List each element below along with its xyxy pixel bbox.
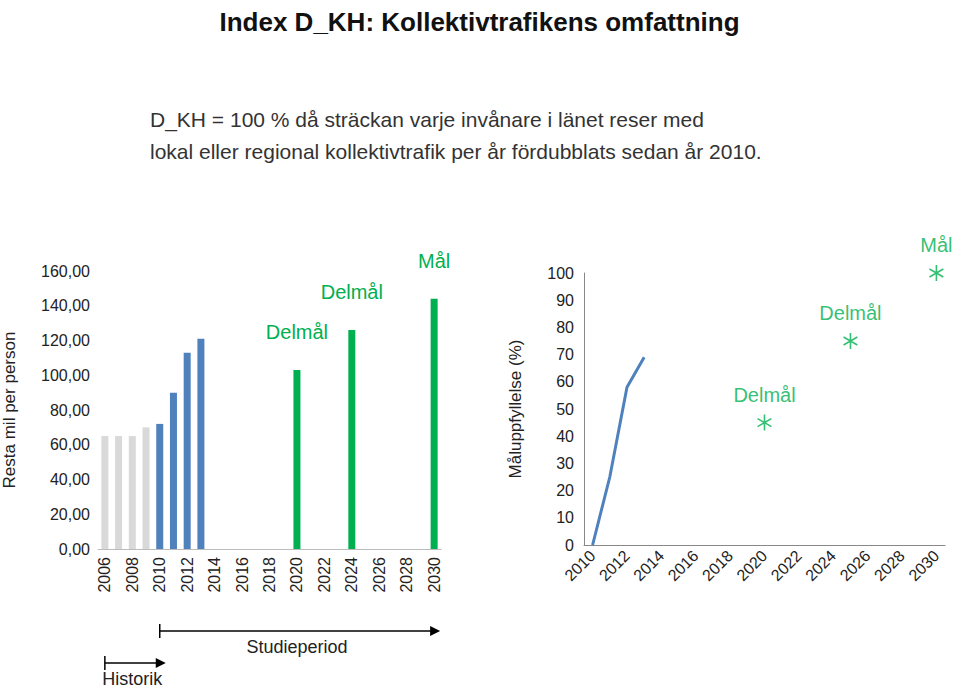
svg-text:2006: 2006 — [96, 557, 113, 593]
svg-text:30: 30 — [556, 455, 574, 472]
svg-text:2014: 2014 — [630, 547, 667, 584]
svg-text:2012: 2012 — [179, 557, 196, 593]
svg-text:2016: 2016 — [234, 557, 251, 593]
svg-text:160,00: 160,00 — [41, 263, 90, 280]
svg-text:2030: 2030 — [905, 547, 942, 584]
svg-text:100,00: 100,00 — [41, 367, 90, 384]
svg-text:2018: 2018 — [699, 547, 736, 584]
svg-text:2010: 2010 — [151, 557, 168, 593]
svg-text:2020: 2020 — [288, 557, 305, 593]
svg-text:2028: 2028 — [871, 547, 908, 584]
svg-text:Mål: Mål — [920, 234, 952, 256]
svg-text:50: 50 — [556, 401, 574, 418]
svg-text:lokal eller regional kollektiv: lokal eller regional kollektivtrafik per… — [150, 140, 762, 163]
svg-text:Delmål: Delmål — [733, 384, 795, 406]
svg-text:2012: 2012 — [596, 547, 633, 584]
svg-text:Delmål: Delmål — [266, 321, 328, 343]
svg-text:90: 90 — [556, 292, 574, 309]
svg-text:80: 80 — [556, 319, 574, 336]
svg-text:Studieperiod: Studieperiod — [246, 637, 347, 657]
svg-text:40: 40 — [556, 428, 574, 445]
svg-text:2016: 2016 — [665, 547, 702, 584]
svg-text:Måluppfyllelse (%): Måluppfyllelse (%) — [506, 340, 525, 479]
svg-text:2024: 2024 — [343, 557, 360, 593]
svg-text:60,00: 60,00 — [50, 436, 90, 453]
svg-text:0: 0 — [565, 537, 574, 554]
svg-text:2024: 2024 — [802, 547, 839, 584]
svg-text:10: 10 — [556, 509, 574, 526]
svg-text:70: 70 — [556, 346, 574, 363]
svg-text:2030: 2030 — [426, 557, 443, 593]
svg-text:60: 60 — [556, 373, 574, 390]
svg-text:2008: 2008 — [124, 557, 141, 593]
svg-text:Historik: Historik — [102, 669, 163, 689]
svg-text:2020: 2020 — [733, 547, 770, 584]
svg-text:100: 100 — [547, 265, 574, 282]
svg-text:Delmål: Delmål — [321, 281, 383, 303]
svg-text:80,00: 80,00 — [50, 402, 90, 419]
svg-text:Resta mil per person: Resta mil per person — [0, 332, 19, 489]
svg-text:2018: 2018 — [261, 557, 278, 593]
svg-text:120,00: 120,00 — [41, 332, 90, 349]
svg-text:20: 20 — [556, 482, 574, 499]
svg-text:140,00: 140,00 — [41, 297, 90, 314]
svg-text:20,00: 20,00 — [50, 506, 90, 523]
svg-text:2022: 2022 — [768, 547, 805, 584]
svg-text:2028: 2028 — [398, 557, 415, 593]
svg-text:2026: 2026 — [836, 547, 873, 584]
svg-text:40,00: 40,00 — [50, 471, 90, 488]
svg-text:D_KH = 100 % då sträckan varje: D_KH = 100 % då sträckan varje invånare … — [150, 108, 704, 132]
svg-text:2010: 2010 — [561, 547, 598, 584]
svg-text:2022: 2022 — [316, 557, 333, 593]
svg-text:2026: 2026 — [371, 557, 388, 593]
svg-text:2014: 2014 — [206, 557, 223, 593]
svg-text:Mål: Mål — [418, 250, 450, 272]
svg-text:Index D_KH: Kollektivtrafikens: Index D_KH: Kollektivtrafikens omfattnin… — [219, 7, 739, 37]
svg-text:0,00: 0,00 — [59, 541, 90, 558]
svg-text:Delmål: Delmål — [819, 302, 881, 324]
